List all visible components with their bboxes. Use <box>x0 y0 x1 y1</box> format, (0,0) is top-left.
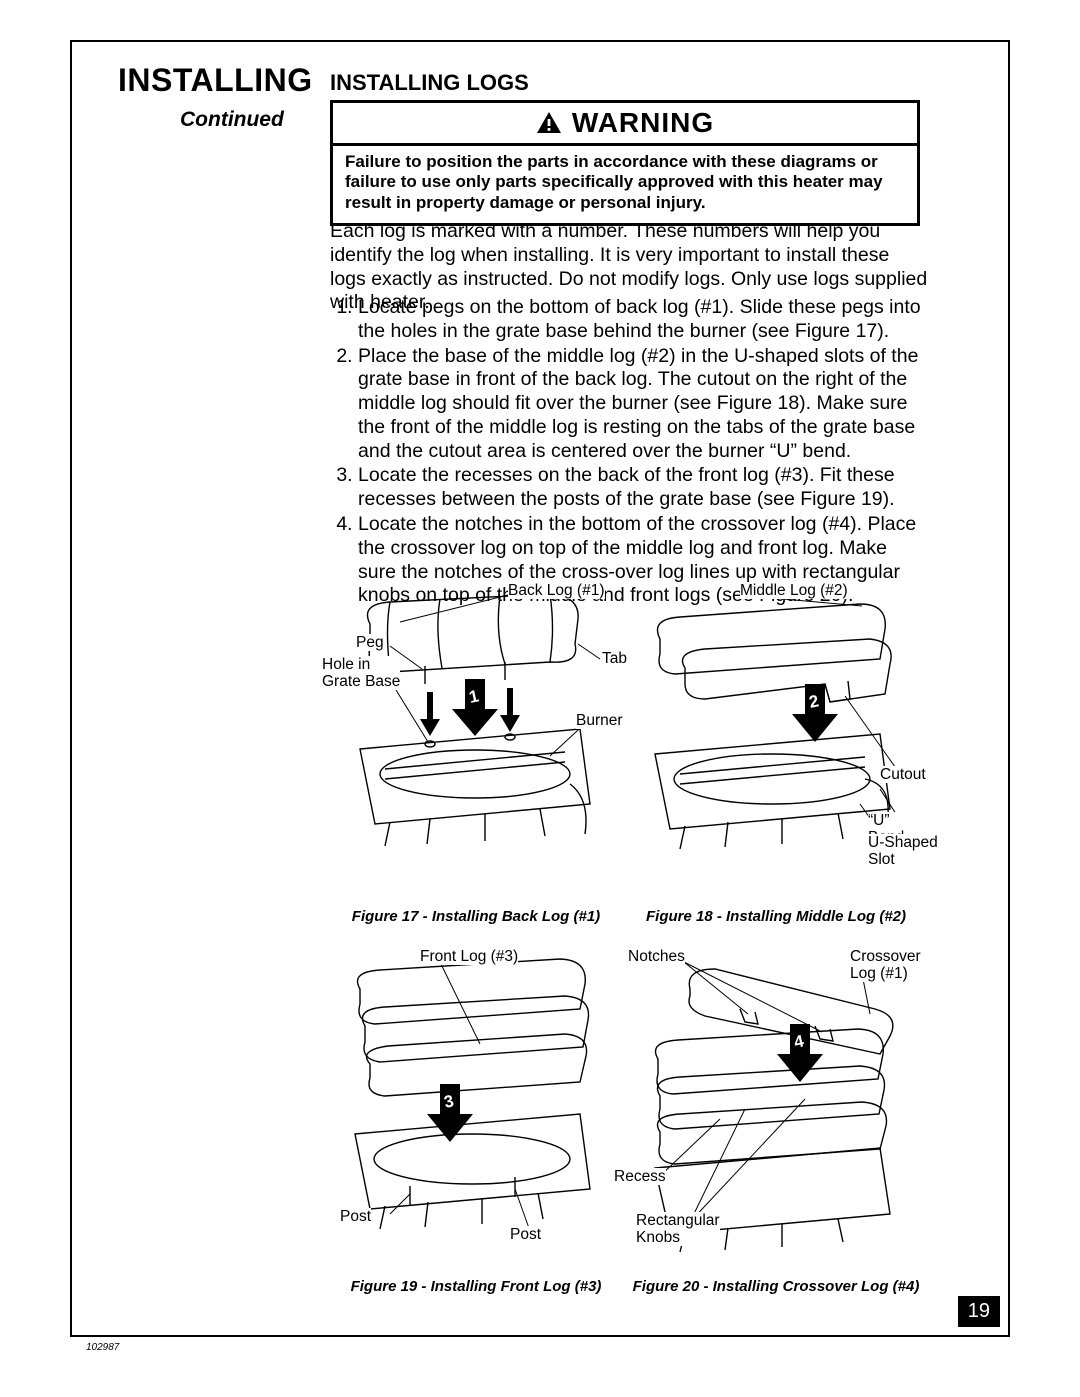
section-label: INSTALLING <box>118 62 313 99</box>
fig20-label-recess: Recess <box>614 1168 666 1185</box>
step-2: Place the base of the middle log (#2) in… <box>358 345 930 464</box>
doc-id: 102987 <box>86 1342 119 1353</box>
fig18-label-cutout: Cutout <box>880 766 926 783</box>
step-1: Locate pegs on the bottom of back log (#… <box>358 296 930 344</box>
figure-20: 4 Notches Crossover Log (#1) Recess Rect… <box>630 954 922 1295</box>
figure-18: 2 Middle Log (#2) Cutout “U” Bend U-Shap… <box>630 584 922 925</box>
continued-label: Continued <box>180 108 284 132</box>
section-title: INSTALLING LOGS <box>330 70 529 96</box>
fig17-label-burner: Burner <box>576 712 623 729</box>
diagram-area: 1 Back Log (#1) Peg Hole in Grate Base B… <box>330 584 930 1304</box>
page-number: 19 <box>958 1296 1000 1327</box>
fig19-label-frontlog: Front Log (#3) <box>420 948 518 965</box>
fig19-label-post2: Post <box>510 1226 541 1243</box>
fig17-label-hole: Hole in Grate Base <box>322 656 400 690</box>
figure-17-caption: Figure 17 - Installing Back Log (#1) <box>330 908 622 925</box>
fig19-label-post1: Post <box>340 1208 371 1225</box>
figure-19-caption: Figure 19 - Installing Front Log (#3) <box>330 1278 622 1295</box>
figure-19: 3 Front Log (#3) Post Post Figure 19 - I… <box>330 954 622 1295</box>
fig17-label-tab: Tab <box>602 650 627 667</box>
fig20-label-notches: Notches <box>628 948 685 965</box>
warning-triangle-icon <box>536 111 562 135</box>
warning-text: Failure to position the parts in accorda… <box>333 146 917 223</box>
warning-header: WARNING <box>333 103 917 146</box>
figure-18-caption: Figure 18 - Installing Middle Log (#2) <box>630 908 922 925</box>
fig18-label-slot: U-Shaped Slot <box>868 834 938 868</box>
fig18-label-middlelog: Middle Log (#2) <box>740 582 848 599</box>
figure-17: 1 Back Log (#1) Peg Hole in Grate Base B… <box>330 584 622 925</box>
fig20-label-crossover: Crossover Log (#1) <box>850 948 921 982</box>
figure-19-diagram: 3 <box>330 954 622 1274</box>
fig17-label-backlog: Back Log (#1) <box>508 582 605 599</box>
figure-17-diagram: 1 <box>330 584 622 904</box>
figure-20-caption: Figure 20 - Installing Crossover Log (#4… <box>630 1278 922 1295</box>
fig17-label-peg: Peg <box>356 634 384 651</box>
fig20-label-knobs: Rectangular Knobs <box>636 1212 720 1246</box>
install-steps-list: Locate pegs on the bottom of back log (#… <box>330 296 930 609</box>
warning-label: WARNING <box>572 107 714 139</box>
warning-box: WARNING Failure to position the parts in… <box>330 100 920 226</box>
step-3: Locate the recesses on the back of the f… <box>358 464 930 512</box>
